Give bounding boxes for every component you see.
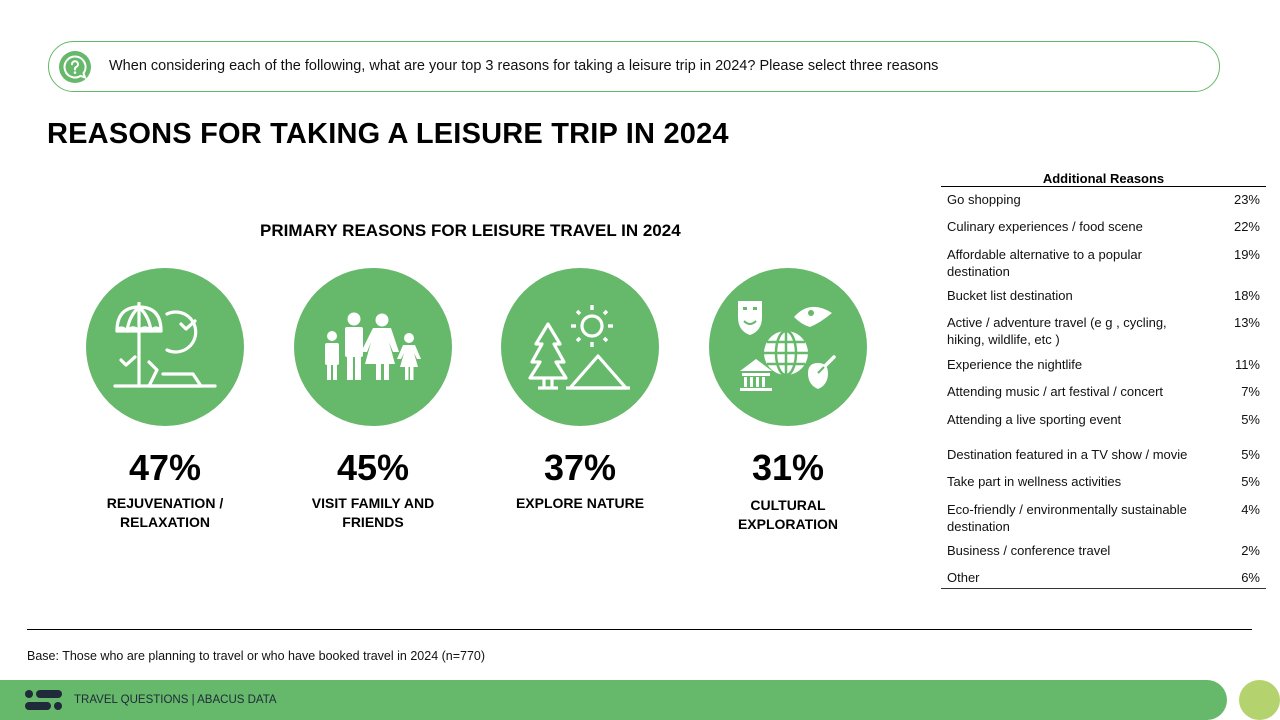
additional-reasons-header: Additional Reasons bbox=[941, 170, 1266, 187]
table-row: Other 6% bbox=[941, 569, 1266, 586]
row-value: 5% bbox=[1241, 447, 1260, 462]
table-row: Experience the nightlife 11% bbox=[941, 356, 1266, 373]
footer-accent-dot bbox=[1239, 680, 1280, 720]
stat-value: 31% bbox=[751, 447, 825, 488]
row-value: 11% bbox=[1234, 357, 1260, 372]
row-value: 5% bbox=[1241, 474, 1260, 489]
row-value: 6% bbox=[1241, 570, 1260, 585]
stat-label: CULTURAL EXPLORATION bbox=[737, 497, 839, 532]
row-value: 23% bbox=[1233, 192, 1260, 207]
row-value: 5% bbox=[1241, 412, 1260, 427]
stat-label: REJUVENATION / RELAXATION bbox=[106, 495, 224, 530]
table-row: Bucket list destination 18% bbox=[941, 287, 1266, 304]
row-label: Affordable alternative to a popular dest… bbox=[947, 247, 1142, 279]
table-row: Culinary experiences / food scene 22% bbox=[941, 218, 1266, 235]
nature-tree-tent-icon bbox=[501, 268, 659, 426]
row-label: Go shopping bbox=[947, 192, 1021, 207]
table-row: Take part in wellness activities 5% bbox=[941, 473, 1266, 490]
row-value: 13% bbox=[1233, 315, 1260, 330]
question-bubble-icon bbox=[59, 51, 91, 83]
primary-reasons-title: PRIMARY REASONS FOR LEISURE TRAVEL IN 20… bbox=[260, 221, 681, 240]
row-label: Destination featured in a TV show / movi… bbox=[947, 447, 1188, 462]
table-row: Eco-friendly / environmentally sustainab… bbox=[941, 501, 1266, 535]
question-text: When considering each of the following, … bbox=[109, 58, 939, 74]
row-label: Eco-friendly / environmentally sustainab… bbox=[947, 502, 1187, 534]
footer-text: TRAVEL QUESTIONS | ABACUS DATA bbox=[74, 694, 277, 706]
question-banner: When considering each of the following, … bbox=[48, 41, 1220, 92]
stat-label: VISIT FAMILY AND FRIENDS bbox=[311, 495, 435, 530]
additional-reasons-table: Additional Reasons Go shopping 23% Culin… bbox=[941, 170, 1266, 589]
row-label: Business / conference travel bbox=[947, 543, 1111, 558]
table-row: Attending music / art festival / concert… bbox=[941, 383, 1266, 400]
abacus-logo-icon bbox=[24, 689, 64, 711]
primary-reason-family: 45% VISIT FAMILY AND FRIENDS bbox=[273, 268, 473, 532]
table-row: Attending a live sporting event 5% bbox=[941, 411, 1266, 428]
table-bottom-rule bbox=[941, 588, 1266, 589]
family-icon bbox=[294, 268, 452, 426]
stat-value: 45% bbox=[336, 447, 410, 488]
page-title: REASONS FOR TAKING A LEISURE TRIP IN 202… bbox=[47, 118, 729, 150]
row-label: Culinary experiences / food scene bbox=[947, 219, 1143, 234]
row-value: 4% bbox=[1241, 502, 1260, 517]
row-value: 18% bbox=[1233, 288, 1260, 303]
table-row: Affordable alternative to a popular dest… bbox=[941, 246, 1266, 280]
primary-reason-nature: 37% EXPLORE NATURE bbox=[480, 268, 680, 513]
table-row: Business / conference travel 2% bbox=[941, 542, 1266, 559]
base-note: Base: Those who are planning to travel o… bbox=[27, 649, 486, 663]
table-row: Active / adventure travel (e g , cycling… bbox=[941, 314, 1266, 348]
row-value: 19% bbox=[1233, 247, 1260, 262]
footer-divider bbox=[27, 629, 1252, 630]
stat-label: EXPLORE NATURE bbox=[515, 495, 645, 511]
table-row: Go shopping 23% bbox=[941, 191, 1266, 208]
footer-bar: TRAVEL QUESTIONS | ABACUS DATA bbox=[0, 680, 1227, 720]
row-label: Attending a live sporting event bbox=[947, 412, 1122, 427]
row-value: 22% bbox=[1233, 219, 1260, 234]
table-row: Destination featured in a TV show / movi… bbox=[941, 446, 1266, 463]
primary-reason-cultural: 31% CULTURAL EXPLORATION bbox=[688, 268, 888, 534]
culture-globe-icon bbox=[709, 268, 867, 426]
row-label: Take part in wellness activities bbox=[947, 474, 1122, 489]
primary-reason-rejuvenation: 47% REJUVENATION / RELAXATION bbox=[65, 268, 265, 532]
row-label: Other bbox=[947, 570, 980, 585]
row-label: Bucket list destination bbox=[947, 288, 1073, 303]
row-label: Experience the nightlife bbox=[947, 357, 1083, 372]
row-value: 2% bbox=[1241, 543, 1260, 558]
stat-value: 47% bbox=[128, 447, 202, 488]
row-label: Active / adventure travel (e g , cycling… bbox=[947, 315, 1167, 347]
beach-umbrella-icon bbox=[86, 268, 244, 426]
row-value: 7% bbox=[1241, 384, 1260, 399]
row-label: Attending music / art festival / concert bbox=[947, 384, 1164, 399]
stat-value: 37% bbox=[543, 447, 617, 488]
